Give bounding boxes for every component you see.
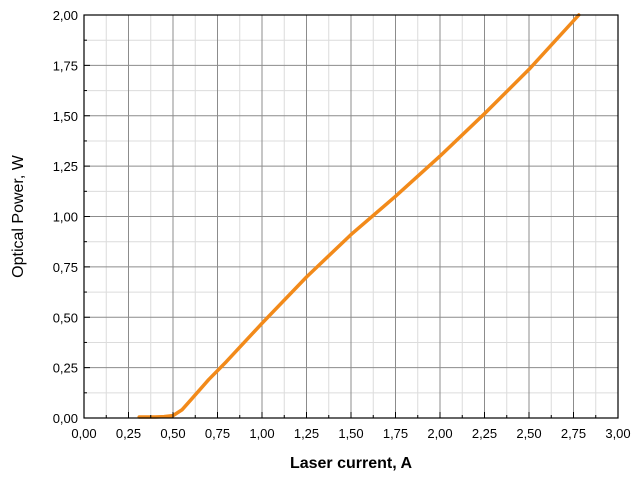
x-tick-label: 0,75 — [205, 426, 230, 441]
y-axis-label: Optical Power, W — [10, 154, 27, 278]
x-tick-label: 1,00 — [249, 426, 274, 441]
y-tick-label: 2,00 — [53, 8, 78, 23]
y-tick-label: 0,25 — [53, 361, 78, 376]
y-tick-label: 1,50 — [53, 109, 78, 124]
y-tick-labels: 0,00 0,25 0,50 0,75 1,00 1,25 1,50 1,75 2,00 — [53, 8, 78, 426]
x-tick-label: 2,50 — [516, 426, 541, 441]
x-axis-label: Laser current, A — [290, 455, 413, 472]
y-tick-label: 0,75 — [53, 260, 78, 275]
y-tick-label: 1,25 — [53, 159, 78, 174]
x-tick-label: 3,00 — [605, 426, 630, 441]
axis-ticks — [83, 14, 619, 419]
x-tick-label: 0,00 — [71, 426, 96, 441]
x-tick-label: 1,50 — [338, 426, 363, 441]
x-tick-label: 0,25 — [116, 426, 141, 441]
x-tick-label: 1,25 — [294, 426, 319, 441]
y-tick-label: 0,50 — [53, 310, 78, 325]
y-tick-label: 0,00 — [53, 411, 78, 426]
x-tick-label: 2,75 — [561, 426, 586, 441]
x-tick-label: 0,50 — [160, 426, 185, 441]
x-tick-label: 1,75 — [383, 426, 408, 441]
x-tick-labels: 0,00 0,25 0,50 0,75 1,00 1,25 1,50 1,75 2,00 2,25… — [71, 426, 630, 441]
series-layer — [137, 13, 581, 419]
series-line — [137, 13, 581, 419]
major-grid — [84, 15, 618, 418]
x-tick-label: 2,00 — [427, 426, 452, 441]
x-tick-label: 2,25 — [472, 426, 497, 441]
y-tick-label: 1,00 — [53, 210, 78, 225]
y-tick-label: 1,75 — [53, 58, 78, 73]
